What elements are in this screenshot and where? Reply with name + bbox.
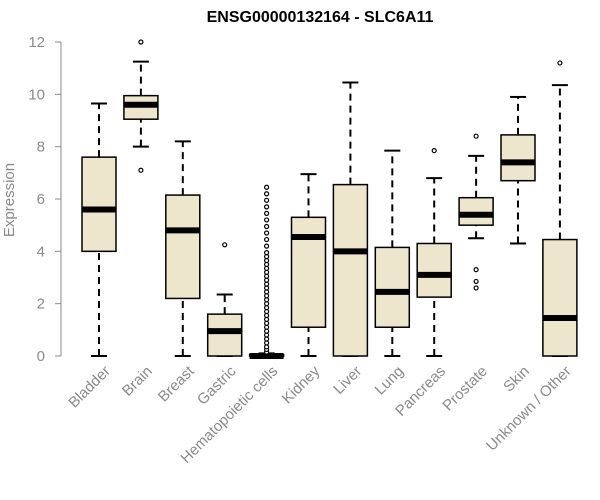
y-tick-label: 0 (37, 348, 45, 365)
outlier-point (264, 223, 270, 230)
box-brain (123, 39, 159, 173)
outlier-point (264, 236, 270, 243)
box-lung (374, 149, 411, 357)
outlier-point (264, 197, 270, 203)
y-tick-label: 10 (28, 86, 45, 103)
outlier-point (473, 285, 479, 291)
box-iqr (81, 156, 117, 253)
x-tick-label: Prostate (439, 363, 491, 415)
box-iqr (500, 134, 536, 182)
outlier-point (473, 133, 479, 139)
box-series (81, 39, 578, 359)
box-prostate (458, 133, 494, 291)
box-kidney (290, 173, 327, 357)
outlier-point (473, 278, 479, 285)
y-tick-label: 4 (37, 243, 45, 260)
box-iqr (458, 196, 494, 226)
x-tick-label: Skin (500, 363, 533, 396)
outlier-point (431, 147, 437, 154)
box-iqr (290, 216, 327, 328)
box-iqr (374, 246, 411, 328)
box-unknown-other (542, 60, 578, 357)
box-iqr (206, 313, 243, 357)
outlier-point (264, 250, 270, 256)
outlier-point (264, 210, 270, 216)
box-iqr (416, 242, 452, 298)
outlier-point (264, 191, 270, 197)
outlier-point (557, 60, 563, 66)
box-iqr (165, 194, 201, 300)
x-tick-label: Bladder (65, 363, 114, 412)
outlier-point (222, 242, 228, 248)
chart-title: ENSG00000132164 - SLC6A11 (207, 9, 434, 26)
outlier-point (473, 267, 479, 273)
outlier-point (264, 204, 270, 210)
y-tick-label: 2 (37, 296, 45, 313)
box-gastric (206, 242, 243, 357)
y-axis-title: Expression (1, 163, 18, 237)
y-tick-label: 6 (37, 191, 45, 208)
outlier-point (138, 39, 144, 45)
box-bladder (81, 102, 117, 357)
box-iqr (332, 183, 369, 357)
y-axis: 0 2 4 6 8 10 12 (28, 34, 62, 365)
outlier-point (264, 217, 270, 223)
y-tick-label: 8 (37, 139, 45, 156)
box-skin (500, 95, 536, 245)
box-iqr (542, 238, 578, 357)
x-tick-label: Breast (155, 362, 198, 405)
x-tick-label: Lung (372, 363, 408, 399)
y-tick-label: 12 (28, 34, 45, 51)
outlier-point (264, 230, 270, 236)
x-tick-label: Liver (330, 363, 365, 398)
outlier-point (264, 184, 270, 190)
box-pancreas (416, 147, 452, 357)
outlier-point (264, 243, 270, 249)
x-tick-label: Kidney (279, 362, 324, 407)
x-tick-label: Brain (119, 363, 156, 400)
box-breast (165, 140, 201, 357)
outlier-point (138, 167, 144, 173)
box-hematopoietic-cells (248, 184, 285, 359)
box-liver (332, 81, 369, 357)
